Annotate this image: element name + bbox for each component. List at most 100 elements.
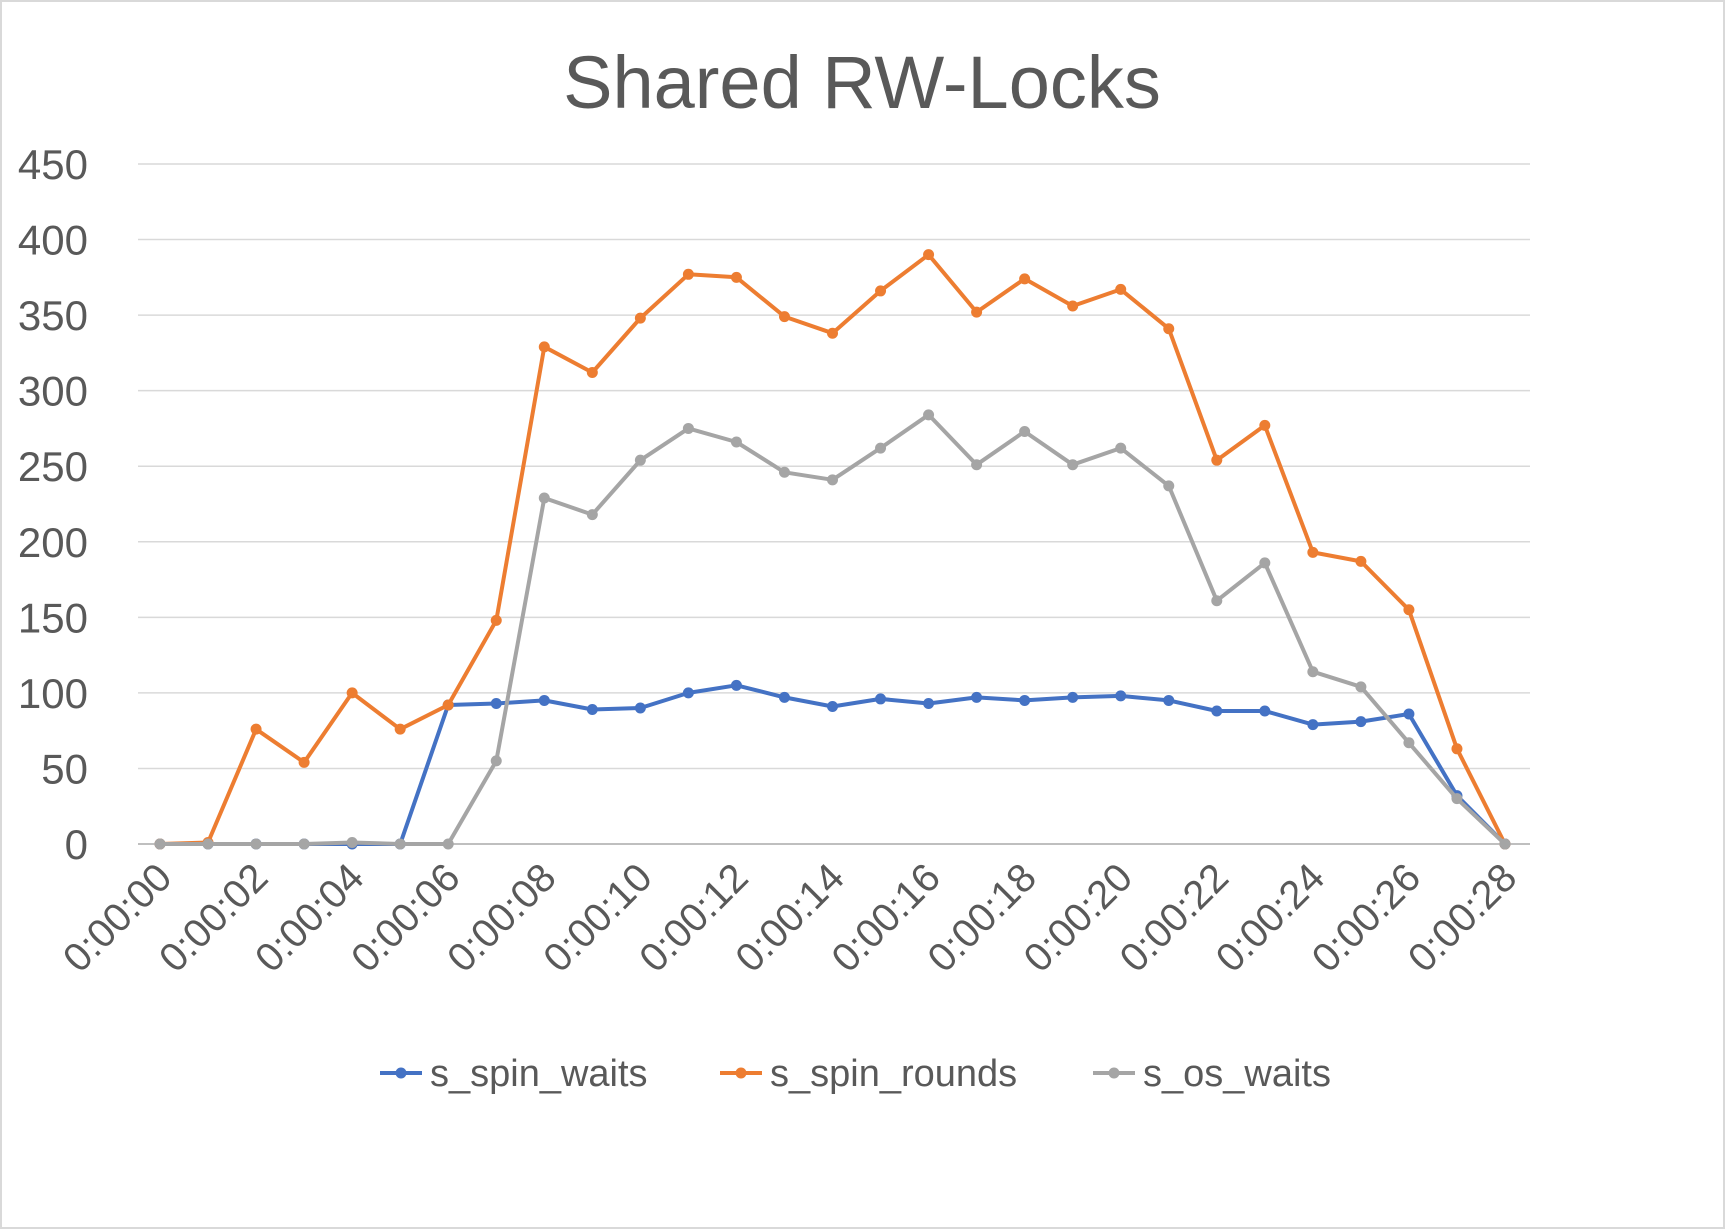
data-point-s_os_waits [586,509,598,521]
gridlines [138,163,1530,845]
data-point-s_spin_waits [827,700,838,712]
data-point-s_spin_waits [778,691,790,703]
data-point-s_spin_rounds [1163,323,1175,335]
data-point-s_os_waits [1115,442,1127,454]
y-tick-label: 300 [18,368,88,415]
data-point-s_os_waits [827,474,838,486]
y-tick-label: 400 [18,217,88,264]
data-point-s_os_waits [682,422,694,434]
data-point-s_spin_rounds [1019,273,1031,285]
data-point-s_os_waits [154,838,166,850]
data-point-s_spin_waits [1403,708,1415,720]
data-point-s_os_waits [1019,425,1031,437]
series-s_os_waits [154,409,1511,850]
data-point-s_spin_rounds [971,306,983,318]
chart-title: Shared RW-Locks [563,41,1161,124]
data-point-s_os_waits [1307,666,1319,678]
data-point-s_os_waits [1451,793,1463,805]
data-point-s_spin_waits [730,679,742,691]
data-point-s_spin_waits [634,702,646,714]
data-point-s_os_waits [1499,838,1511,850]
data-point-s_spin_rounds [298,756,310,768]
legend-label: s_spin_waits [430,1053,648,1095]
data-point-s_spin_waits [1211,705,1223,717]
data-point-s_spin_waits [1067,691,1079,703]
data-point-s_os_waits [250,838,262,850]
y-tick-label: 450 [18,141,88,188]
data-point-s_os_waits [538,492,550,504]
data-point-s_os_waits [1403,737,1415,749]
data-point-s_spin_waits [971,691,983,703]
legend-item-s_os_waits: s_os_waits [1093,1053,1331,1095]
series-lines [154,249,1511,850]
data-point-s_spin_waits [875,693,887,705]
data-point-s_spin_rounds [346,687,358,699]
data-point-s_spin_rounds [1115,283,1127,295]
data-point-s_spin_waits [1355,716,1367,728]
data-point-s_spin_rounds [1355,555,1367,567]
y-axis-tick-labels: 0 50 100 150 200 250 300 350 400 450 [18,141,88,868]
data-point-s_spin_waits [1163,694,1175,706]
data-point-s_os_waits [346,836,358,848]
data-point-s_spin_rounds [1403,604,1415,616]
y-tick-label: 50 [41,745,88,792]
legend-swatch-marker [395,1067,407,1079]
data-point-s_spin_rounds [442,699,454,711]
legend-swatch-marker [735,1067,747,1079]
legend-swatch-marker [1108,1067,1120,1079]
legend-item-s_spin_rounds: s_spin_rounds [720,1053,1017,1095]
data-point-s_spin_rounds [923,249,935,261]
data-point-s_os_waits [394,838,406,850]
data-point-s_os_waits [1259,557,1271,569]
data-point-s_spin_rounds [538,341,550,353]
data-point-s_os_waits [1211,595,1223,607]
data-point-s_spin_waits [1115,690,1127,702]
data-point-s_spin_waits [1019,694,1031,706]
data-point-s_os_waits [202,838,214,850]
data-point-s_spin_rounds [586,367,598,379]
data-point-s_spin_rounds [1211,454,1223,466]
y-tick-label: 100 [18,670,88,717]
data-point-s_spin_waits [923,697,935,709]
data-point-s_os_waits [490,755,502,767]
data-point-s_spin_waits [1259,705,1271,717]
data-point-s_spin_rounds [1451,743,1463,755]
data-point-s_os_waits [923,409,935,421]
y-tick-label: 200 [18,519,88,566]
legend-label: s_os_waits [1143,1053,1331,1095]
data-point-s_os_waits [730,436,742,448]
legend-label: s_spin_rounds [770,1053,1017,1095]
data-point-s_os_waits [298,838,310,850]
data-point-s_spin_waits [490,697,502,709]
y-tick-label: 350 [18,292,88,339]
data-point-s_spin_rounds [875,285,887,297]
data-point-s_spin_rounds [250,723,262,735]
data-point-s_os_waits [971,459,983,471]
y-tick-label: 250 [18,443,88,490]
data-point-s_spin_rounds [1259,419,1271,431]
data-point-s_spin_rounds [490,614,502,626]
data-point-s_os_waits [778,466,790,478]
legend-item-s_spin_waits: s_spin_waits [380,1053,648,1095]
data-point-s_spin_rounds [1067,300,1079,312]
data-point-s_spin_waits [1307,719,1319,731]
data-point-s_spin_rounds [394,723,406,735]
data-point-s_os_waits [1067,459,1079,471]
data-point-s_spin_waits [538,694,550,706]
data-point-s_spin_rounds [778,311,790,323]
data-point-s_spin_waits [586,704,598,716]
data-point-s_os_waits [442,838,454,850]
y-tick-label: 0 [65,821,88,868]
data-point-s_os_waits [1355,681,1367,693]
data-point-s_spin_rounds [1307,546,1319,558]
data-point-s_spin_rounds [827,327,838,339]
data-point-s_os_waits [634,454,646,466]
data-point-s_spin_waits [682,687,694,699]
legend: s_spin_waits s_spin_rounds s_os_waits [380,1053,1331,1095]
data-point-s_os_waits [1163,480,1175,492]
series-s_spin_rounds [154,249,1511,850]
data-point-s_spin_rounds [730,271,742,283]
